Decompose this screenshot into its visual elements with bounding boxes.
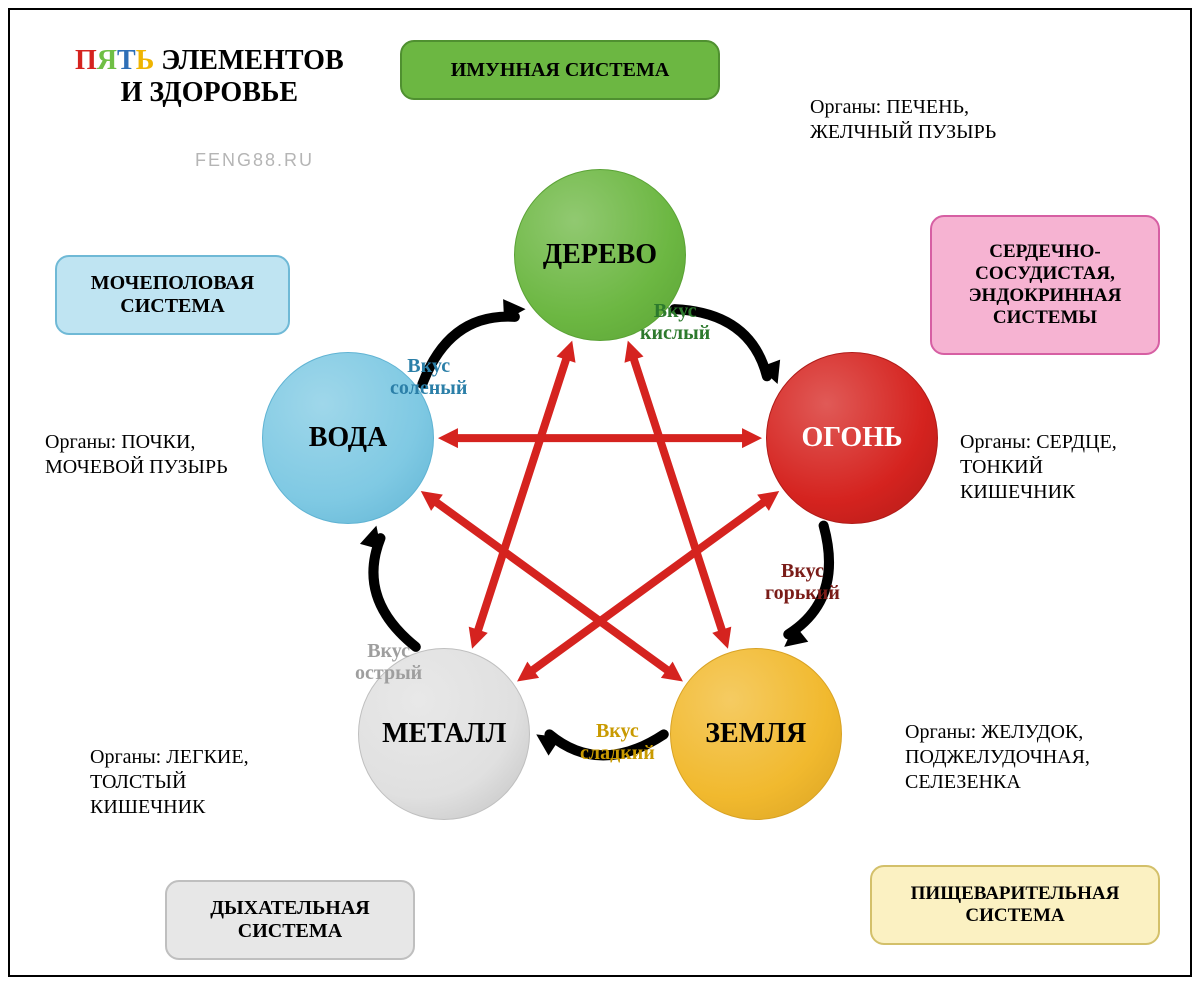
element-node-fire: ОГОНЬ (766, 352, 938, 524)
page-title: ПЯТЬ ЭЛЕМЕНТОВИ ЗДОРОВЬЕ (75, 45, 344, 109)
organs-text-wood: Органы: ПЕЧЕНЬ,ЖЕЛЧНЫЙ ПУЗЫРЬ (810, 95, 996, 145)
organs-text-fire: Органы: СЕРДЦЕ,ТОНКИЙКИШЕЧНИК (960, 430, 1117, 505)
organs-text-water: Органы: ПОЧКИ,МОЧЕВОЙ ПУЗЫРЬ (45, 430, 228, 480)
taste-label-fire: Вкусгорький (765, 560, 840, 604)
element-label: МЕТАЛЛ (382, 718, 506, 750)
element-node-earth: ЗЕМЛЯ (670, 648, 842, 820)
system-box-water: МОЧЕПОЛОВАЯСИСТЕМА (55, 255, 290, 335)
watermark-text: FENG88.RU (195, 150, 314, 171)
diagram-stage: ПЯТЬ ЭЛЕМЕНТОВИ ЗДОРОВЬЕ FENG88.RU ДЕРЕВ… (0, 0, 1200, 985)
taste-label-metal: Вкусострый (355, 640, 422, 684)
taste-label-wood: Вкускислый (640, 300, 710, 344)
system-box-wood: ИМУННАЯ СИСТЕМА (400, 40, 720, 100)
taste-label-water: Вкуссоленый (390, 355, 467, 399)
element-label: ЗЕМЛЯ (705, 718, 806, 750)
element-label: ДЕРЕВО (543, 239, 657, 271)
organs-text-metal: Органы: ЛЕГКИЕ,ТОЛСТЫЙКИШЕЧНИК (90, 745, 249, 820)
element-label: ОГОНЬ (802, 422, 903, 454)
taste-label-earth: Вкуссладкий (580, 720, 655, 764)
organs-text-earth: Органы: ЖЕЛУДОК,ПОДЖЕЛУДОЧНАЯ,СЕЛЕЗЕНКА (905, 720, 1090, 795)
system-box-fire: СЕРДЕЧНО-СОСУДИСТАЯ,ЭНДОКРИННАЯСИСТЕМЫ (930, 215, 1160, 355)
system-box-metal: ДЫХАТЕЛЬНАЯСИСТЕМА (165, 880, 415, 960)
element-label: ВОДА (309, 422, 388, 454)
system-box-earth: ПИЩЕВАРИТЕЛЬНАЯСИСТЕМА (870, 865, 1160, 945)
